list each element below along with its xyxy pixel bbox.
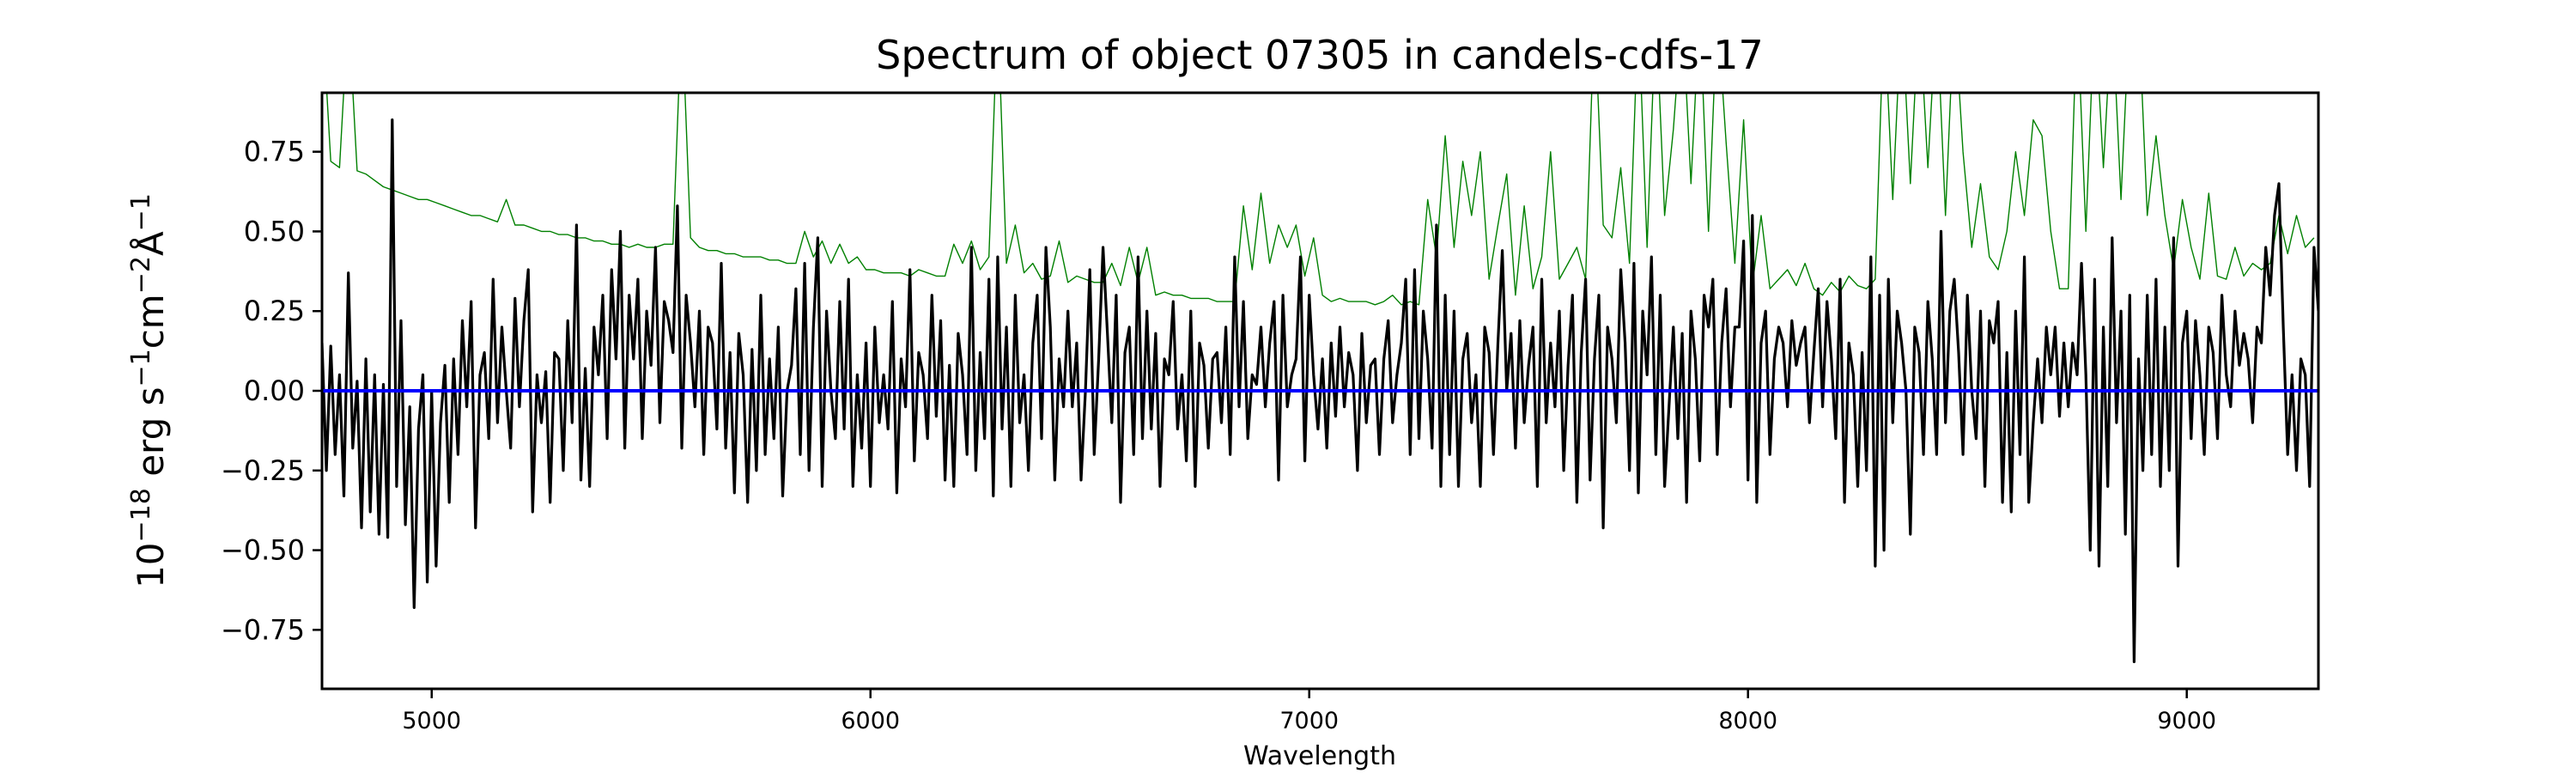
- y-label-base: 10: [130, 542, 172, 587]
- y-label-cm: cm: [130, 294, 172, 349]
- y-tick-label: 0.00: [244, 374, 305, 407]
- flux-series-line: [322, 118, 2318, 664]
- y-label-exp1: −18: [126, 488, 156, 542]
- y-label-angstrom: Å: [129, 231, 172, 256]
- y-tick-label: −0.75: [221, 613, 305, 646]
- y-tick-label: −0.50: [221, 534, 305, 567]
- y-tick-label: 0.75: [244, 136, 305, 168]
- y-tick-label: 0.25: [244, 295, 305, 327]
- y-label-exp2: −1: [126, 349, 156, 386]
- y-axis: 0.75 0.50 0.25 0.00 −0.25 −0.50 −0.75: [221, 136, 322, 646]
- y-label-exp4: −1: [126, 193, 156, 231]
- x-tick-label: 7000: [1279, 708, 1339, 734]
- plot-area: [322, 93, 2318, 664]
- x-tick-label: 8000: [1718, 708, 1777, 734]
- x-tick-label: 9000: [2157, 708, 2216, 734]
- chart-title: Spectrum of object 07305 in candels-cdfs…: [876, 32, 1764, 78]
- x-tick-label: 5000: [402, 708, 461, 734]
- y-label-erg-s: erg s: [130, 387, 172, 489]
- y-label-exp3: −2: [126, 256, 156, 294]
- x-axis-label: Wavelength: [1243, 741, 1396, 771]
- y-tick-label: −0.25: [221, 454, 305, 487]
- y-tick-label: 0.50: [244, 215, 305, 247]
- y-axis-label: 10−18 erg s−1cm−2Å−1: [126, 193, 172, 588]
- x-tick-label: 6000: [841, 708, 900, 734]
- error-series-line: [325, 93, 2315, 306]
- x-axis: 5000 6000 7000 8000 9000: [402, 689, 2216, 734]
